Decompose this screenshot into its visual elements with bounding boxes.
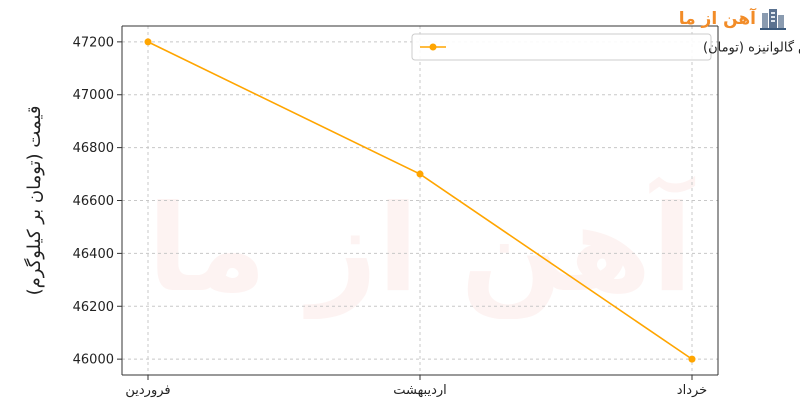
y-tick-label: 46400 bbox=[73, 247, 114, 262]
legend-label: پیش بینی قیمت ورق گالوانیزه (تومان) bbox=[703, 40, 800, 56]
series bbox=[144, 38, 696, 363]
grid bbox=[122, 26, 718, 375]
axes bbox=[117, 25, 719, 380]
y-tick-label: 46000 bbox=[73, 353, 114, 368]
y-tick-label: 47200 bbox=[73, 35, 114, 50]
y-tick-label: 46800 bbox=[73, 141, 114, 156]
building-icon bbox=[760, 9, 786, 30]
logo-text: آهن از ما bbox=[678, 9, 756, 29]
brand-logo: آهن از ما bbox=[679, 8, 786, 30]
legend-marker bbox=[429, 43, 437, 51]
y-tick-label: 46200 bbox=[73, 300, 114, 315]
data-point bbox=[416, 170, 424, 178]
x-tick-label: فروردین bbox=[125, 383, 170, 398]
legend: پیش بینی قیمت ورق گالوانیزه (تومان) bbox=[411, 33, 800, 61]
tick-labels: 46000 46200 46400 46600 46800 47000 47200 فرورد… bbox=[73, 35, 708, 398]
x-tick-label: خرداد bbox=[677, 383, 707, 398]
x-tick-label: اردیبهشت bbox=[393, 383, 447, 398]
y-tick-label: 46600 bbox=[73, 194, 114, 209]
y-axis-label: قیمت (تومان بر کیلوگرم) bbox=[23, 106, 45, 296]
y-tick-label: 47000 bbox=[73, 88, 114, 103]
data-point bbox=[144, 38, 152, 46]
data-point bbox=[688, 355, 696, 363]
watermark-text: آهن از ما bbox=[147, 175, 695, 319]
legend-box bbox=[411, 33, 712, 61]
